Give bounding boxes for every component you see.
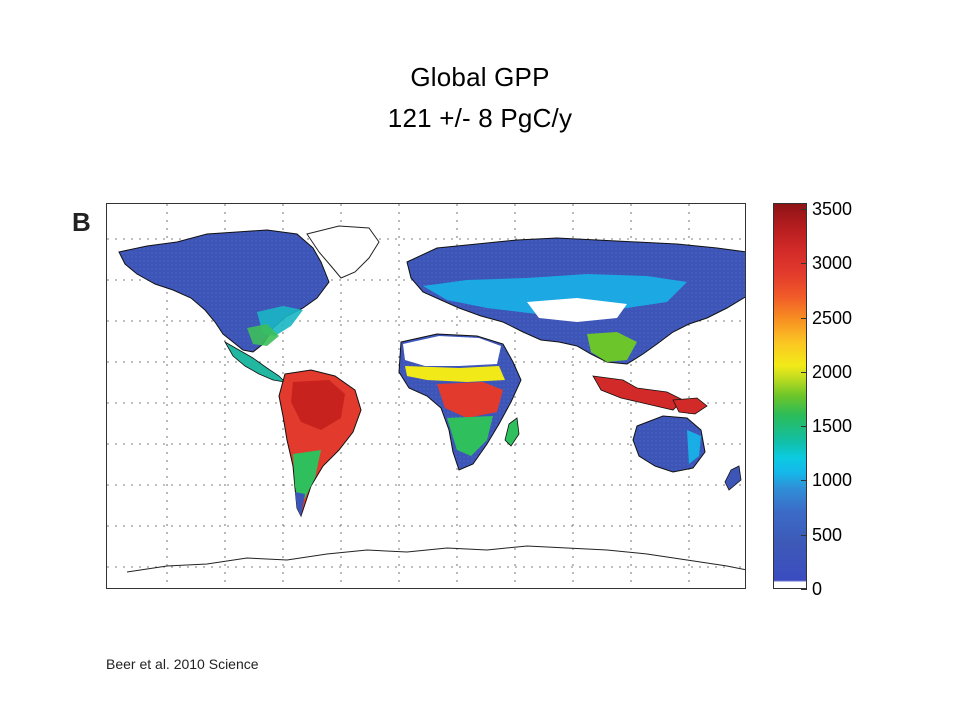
asia-desert-white (527, 298, 627, 322)
new-zealand-landmass (724, 465, 742, 491)
africa-congo-red (437, 382, 503, 418)
sa-tip-blue (295, 492, 305, 516)
colorbar-tick-mark (801, 317, 807, 319)
africa-sahel-yellow (405, 366, 505, 382)
colorbar-tick-label: 1500 (812, 416, 853, 437)
madagascar-landmass (504, 417, 520, 447)
colorbar-tick-mark (801, 480, 807, 482)
colorbar-tick-label: 3000 (812, 253, 853, 274)
panel-label: B (72, 207, 91, 237)
colorbar-tick-label: 0 (812, 579, 823, 599)
australia-east-cyan (687, 430, 701, 464)
sa-amazon-core (291, 380, 345, 430)
africa-south-green (447, 416, 493, 456)
colorbar-tick-mark (801, 209, 807, 210)
colorbar-tick-label: 1000 (812, 470, 853, 491)
world-gpp-map (106, 203, 746, 589)
se-asia-green (587, 332, 637, 362)
colorbar-tick-label: 2000 (812, 361, 853, 382)
colorbar-tick-label: 2500 (812, 307, 853, 328)
chart-subtitle: 121 +/- 8 PgC/y (387, 103, 573, 133)
source-citation: Beer et al. 2010 Science (106, 656, 259, 672)
antarctica-outline (126, 545, 745, 573)
colorbar-tick-mark (801, 371, 807, 373)
north-america-landmass (118, 229, 330, 353)
chart-title: Global GPP (410, 62, 550, 92)
new-guinea-landmass (672, 397, 708, 415)
colorbar (773, 203, 807, 589)
colorbar-tick-mark (801, 263, 807, 265)
indonesia-landmass (592, 375, 684, 411)
colorbar-tick-label: 3500 (812, 199, 853, 219)
colorbar-tick-mark (801, 534, 807, 536)
colorbar-tick-label: 500 (812, 524, 843, 545)
na-southeast-green (247, 324, 279, 346)
colorbar-tick-mark (801, 426, 807, 428)
greenland-landmass (306, 225, 380, 279)
sahara-white (403, 336, 501, 366)
colorbar-tick-mark (801, 589, 807, 590)
